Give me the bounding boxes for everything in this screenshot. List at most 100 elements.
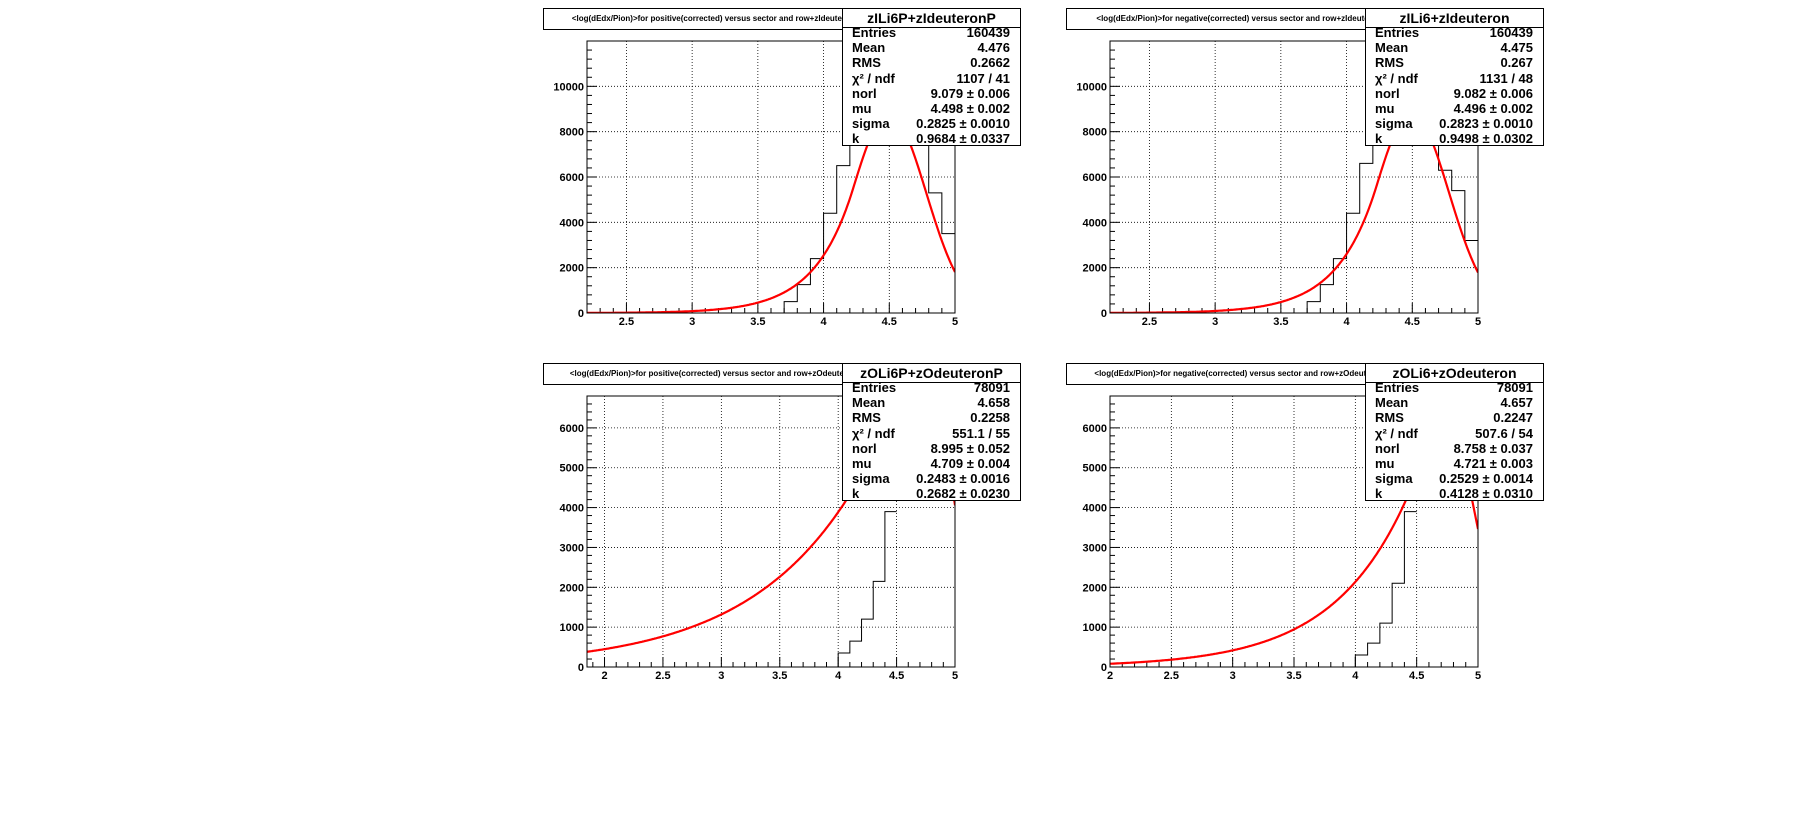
stats-value: 0.2823 ± 0.0010 xyxy=(1439,116,1533,132)
stats-row: sigma 0.2483 ± 0.0016 xyxy=(852,470,1010,487)
x-tick-label: 4 xyxy=(1352,670,1359,682)
stats-value: 9.079 ± 0.006 xyxy=(930,85,1010,101)
y-tick-label: 8000 xyxy=(560,127,584,139)
stats-row: Entries 160439 xyxy=(1375,24,1533,41)
x-tick-label: 2 xyxy=(1107,670,1113,682)
stats-value: 551.1 / 55 xyxy=(952,425,1010,441)
stats-label: Entries xyxy=(1375,380,1420,395)
stats-box: zILi6+zIdeuteron Entries 160439 Mean 4.475 RM… xyxy=(1365,8,1544,146)
stats-row: sigma 0.2825 ± 0.0010 xyxy=(852,115,1010,132)
y-tick-label: 2000 xyxy=(560,263,584,275)
stats-histogram-name: zILi6+zIdeuteron xyxy=(1366,9,1543,28)
x-tick-label: 3 xyxy=(718,670,724,682)
stats-value: 0.9498 ± 0.0302 xyxy=(1439,131,1533,147)
stats-value: 0.4128 ± 0.0310 xyxy=(1439,486,1533,502)
x-tick-label: 4 xyxy=(1344,316,1351,328)
stats-row: sigma 0.2823 ± 0.0010 xyxy=(1375,115,1533,132)
y-tick-label: 4000 xyxy=(560,503,584,515)
stats-label: Mean xyxy=(1375,40,1409,56)
stats-label: Mean xyxy=(1375,395,1409,411)
stats-label: k xyxy=(852,131,860,147)
stats-label: norl xyxy=(1375,85,1400,101)
y-tick-label: 1000 xyxy=(560,622,584,634)
stats-label: sigma xyxy=(1375,116,1413,132)
histogram xyxy=(587,511,897,667)
y-tick-label: 8000 xyxy=(1083,127,1107,139)
x-tick-label: 5 xyxy=(952,316,958,328)
plot-title: <log(dEdx/Pion)>for negative(corrected) … xyxy=(1066,363,1412,385)
stats-row: k 0.2682 ± 0.0230 xyxy=(852,485,1010,502)
y-tick-label: 1000 xyxy=(1083,622,1107,634)
stats-row: norl 9.082 ± 0.006 xyxy=(1375,85,1533,102)
x-tick-label: 5 xyxy=(952,670,958,682)
stats-value: 4.709 ± 0.004 xyxy=(930,456,1010,471)
stats-row: k 0.9498 ± 0.0302 xyxy=(1375,130,1533,147)
x-tick-label: 4 xyxy=(821,316,828,328)
stats-value: 4.496 ± 0.002 xyxy=(1453,101,1533,116)
stats-value: 4.658 xyxy=(977,395,1010,411)
y-tick-label: 6000 xyxy=(560,423,584,435)
plot-title: <log(dEdx/Pion)>for positive(corrected) … xyxy=(543,363,889,385)
stats-row: χ² / ndf 551.1 / 55 xyxy=(852,425,1010,442)
stats-value: 1107 / 41 xyxy=(956,70,1011,86)
stats-label: norl xyxy=(852,85,877,101)
x-tick-label: 3.5 xyxy=(1273,316,1288,328)
stats-histogram-name: zOLi6P+zOdeuteronP xyxy=(843,364,1020,383)
y-tick-label: 0 xyxy=(578,662,584,674)
stats-value: 1131 / 48 xyxy=(1479,70,1534,86)
stats-row: norl 8.758 ± 0.037 xyxy=(1375,440,1533,457)
stats-value: 78091 xyxy=(1496,380,1533,395)
x-tick-label: 5 xyxy=(1475,316,1481,328)
y-tick-label: 5000 xyxy=(560,463,584,475)
x-tick-label: 2 xyxy=(601,670,607,682)
y-tick-label: 0 xyxy=(578,308,584,320)
stats-label: norl xyxy=(1375,440,1400,456)
stats-value: 0.267 xyxy=(1500,55,1533,71)
stats-value: 0.2825 ± 0.0010 xyxy=(916,116,1010,132)
stats-label: mu xyxy=(852,101,872,116)
stats-value: 4.475 xyxy=(1500,40,1533,56)
y-tick-label: 6000 xyxy=(560,172,584,184)
stats-label: k xyxy=(1375,131,1383,147)
stats-row: mu 4.496 ± 0.002 xyxy=(1375,100,1533,117)
x-tick-label: 3 xyxy=(689,316,695,328)
stats-value: 0.2662 xyxy=(970,55,1010,71)
y-tick-label: 4000 xyxy=(1083,217,1107,229)
x-tick-label: 4.5 xyxy=(1405,316,1420,328)
stats-row: χ² / ndf 507.6 / 54 xyxy=(1375,425,1533,442)
histogram xyxy=(1110,511,1417,667)
stats-label: χ² / ndf xyxy=(1375,70,1418,86)
y-tick-label: 2000 xyxy=(1083,263,1107,275)
x-tick-label: 2.5 xyxy=(1142,316,1157,328)
stats-label: k xyxy=(852,486,860,502)
stats-row: RMS 0.267 xyxy=(1375,54,1533,71)
stats-label: sigma xyxy=(852,116,890,132)
stats-label: sigma xyxy=(1375,471,1413,487)
stats-label: Mean xyxy=(852,395,886,411)
stats-box: zOLi6+zOdeuteron Entries 78091 Mean 4.657 RMS… xyxy=(1365,363,1544,501)
y-tick-label: 2000 xyxy=(1083,582,1107,594)
stats-row: Mean 4.475 xyxy=(1375,39,1533,56)
stats-value: 4.476 xyxy=(977,40,1010,56)
y-tick-label: 6000 xyxy=(1083,423,1107,435)
stats-row: k 0.9684 ± 0.0337 xyxy=(852,130,1010,147)
stats-value: 0.2529 ± 0.0014 xyxy=(1439,471,1533,487)
stats-value: 78091 xyxy=(973,380,1010,395)
stats-label: RMS xyxy=(852,55,881,71)
y-tick-label: 0 xyxy=(1101,308,1107,320)
stats-value: 8.995 ± 0.052 xyxy=(930,440,1010,456)
plot-panel-1: 2.5 3 3.5 4 4.5 5 0 2000 4000 6000 8000 10000 xyxy=(553,40,958,328)
plot-title: <log(dEdx/Pion)>for negative(corrected) … xyxy=(1066,8,1412,30)
stats-value: 0.9684 ± 0.0337 xyxy=(916,131,1010,147)
stats-value: 8.758 ± 0.037 xyxy=(1453,440,1533,456)
y-tick-label: 6000 xyxy=(1083,172,1107,184)
x-tick-label: 5 xyxy=(1475,670,1481,682)
stats-row: Entries 78091 xyxy=(852,379,1010,396)
stats-row: k 0.4128 ± 0.0310 xyxy=(1375,485,1533,502)
stats-label: RMS xyxy=(1375,55,1404,71)
plot-frame xyxy=(1109,40,1479,314)
plot-frame xyxy=(586,40,956,314)
plot-panel-4: 2 2.5 3 3.5 4 4.5 5 0 1000 2000 3000 4000 5000 6000 xyxy=(1083,395,1481,682)
stats-value: 0.2483 ± 0.0016 xyxy=(916,471,1010,487)
